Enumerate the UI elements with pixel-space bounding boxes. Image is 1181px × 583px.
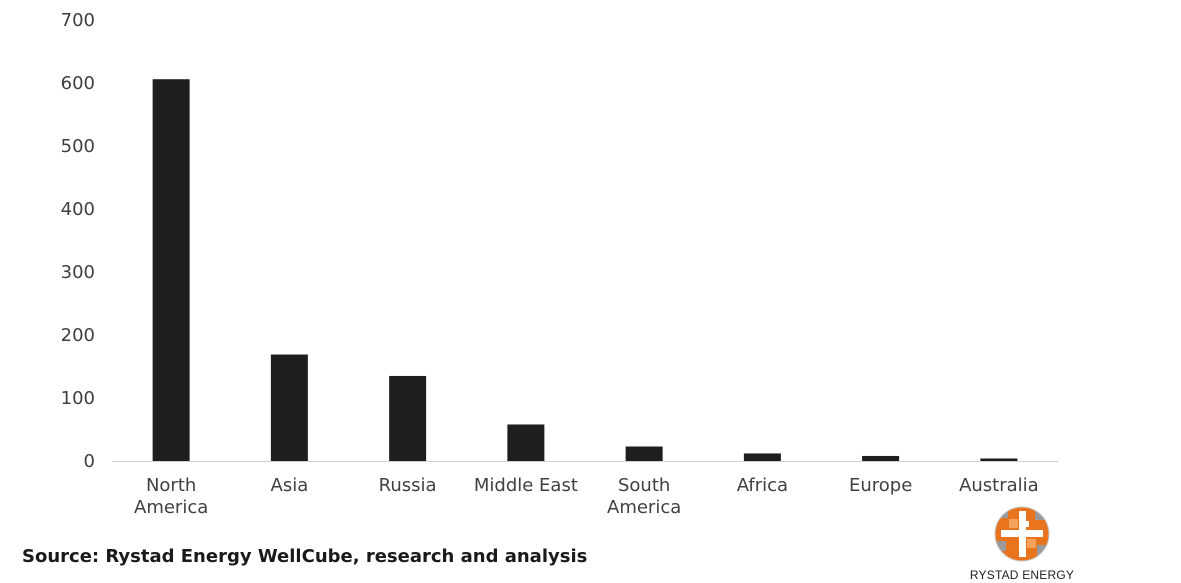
bar bbox=[862, 455, 900, 461]
bar bbox=[980, 458, 1018, 461]
rystad-globe-icon bbox=[994, 506, 1050, 562]
x-category-label: America bbox=[607, 497, 681, 518]
y-tick-label: 500 bbox=[61, 136, 95, 157]
x-category-label: North bbox=[146, 475, 196, 496]
logo-text: RYSTAD ENERGY bbox=[969, 568, 1075, 582]
y-tick-label: 300 bbox=[61, 262, 95, 283]
bar bbox=[743, 453, 781, 461]
x-category-label: Europe bbox=[849, 475, 912, 496]
y-tick-label: 0 bbox=[84, 451, 95, 472]
bar bbox=[152, 79, 190, 461]
bar bbox=[625, 446, 663, 461]
x-category-label: Middle East bbox=[474, 475, 578, 496]
x-category-label: Australia bbox=[959, 475, 1039, 496]
rystad-logo: RYSTAD ENERGY bbox=[966, 505, 1078, 583]
x-category-label: South bbox=[618, 475, 670, 496]
x-category-label: Asia bbox=[271, 475, 309, 496]
y-tick-label: 100 bbox=[61, 388, 95, 409]
y-tick-label: 700 bbox=[61, 10, 95, 31]
y-tick-label: 600 bbox=[61, 73, 95, 94]
source-note: Source: Rystad Energy WellCube, research… bbox=[22, 546, 588, 567]
y-tick-label: 200 bbox=[61, 325, 95, 346]
x-category-label: America bbox=[134, 497, 208, 518]
x-category-label: Russia bbox=[379, 475, 437, 496]
x-category-label: Africa bbox=[737, 475, 788, 496]
bar bbox=[507, 424, 545, 461]
y-tick-label: 400 bbox=[61, 199, 95, 220]
bar bbox=[389, 375, 427, 461]
bar bbox=[270, 354, 308, 461]
